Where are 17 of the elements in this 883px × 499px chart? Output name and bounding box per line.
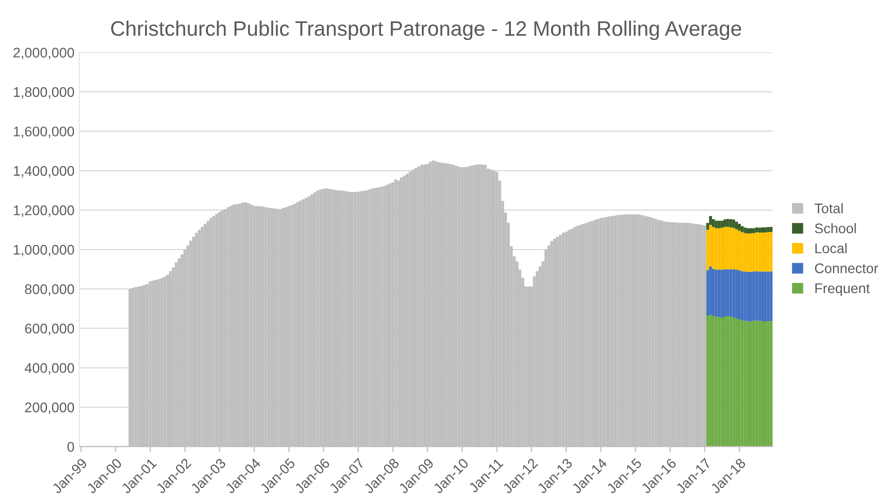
legend-label: Local [815, 243, 847, 254]
y-tick-label: 1,200,000 [14, 205, 74, 217]
chart-title: Christchurch Public Transport Patronage - 12 Month Rolling Average [111, 20, 742, 40]
y-tick-label: 2,000,000 [14, 48, 74, 60]
y-tick-label: 600,000 [25, 324, 74, 336]
y-tick-label: 200,000 [25, 402, 74, 414]
legend-label: Frequent [815, 284, 870, 296]
y-tick-label: 400,000 [24, 363, 74, 375]
y-tick-label: 0 [67, 442, 74, 452]
y-tick-label: 800,000 [25, 284, 74, 296]
legend-label: Connector [814, 263, 878, 274]
y-tick-label: 1,600,000 [14, 126, 74, 138]
legend-label: Total [814, 203, 843, 214]
legend-label: School [814, 223, 856, 234]
y-tick-label: 1,400,000 [14, 166, 74, 178]
y-tick-label: 1,800,000 [14, 87, 74, 99]
y-tick-label: 1,000,000 [14, 244, 74, 256]
